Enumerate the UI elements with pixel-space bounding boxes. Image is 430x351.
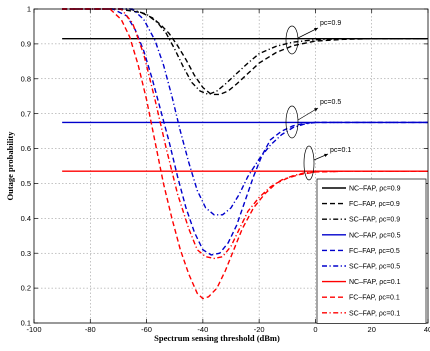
legend-box bbox=[316, 178, 427, 324]
series-line-6 bbox=[62, 8, 428, 216]
legend-label: SC–FAP, ρc=0.1 bbox=[349, 310, 400, 317]
annotations: pc=0.9 pc=0.5 pc=0.1 bbox=[285, 20, 351, 181]
y-tick-label: 0.7 bbox=[21, 109, 31, 118]
annotation-label: pc=0.9 bbox=[320, 20, 341, 27]
x-tick-label: -20 bbox=[254, 325, 265, 334]
legend-label: FC–FAP, ρc=0.1 bbox=[349, 295, 400, 302]
x-tick-label: -80 bbox=[85, 325, 96, 334]
y-tick-label: 0.5 bbox=[21, 179, 31, 188]
legend-label: FC–FAP, ρc=0.9 bbox=[349, 201, 400, 208]
series-line-9 bbox=[62, 8, 428, 260]
arrow-head bbox=[314, 108, 318, 112]
legend-label: SC–FAP, ρc=0.9 bbox=[349, 217, 400, 224]
legend-label: NC–FAP, ρc=0.1 bbox=[349, 279, 401, 286]
annotation-label: pc=0.1 bbox=[330, 147, 351, 154]
annotation-ellipse bbox=[285, 105, 299, 139]
y-tick-label: 1 bbox=[27, 5, 31, 14]
x-tick-label: -100 bbox=[26, 325, 41, 334]
ticks: -100 -80 -60 -40 -20 0 20 40 0.1 0.2 0.3 0.4 0.5 0.6 0… bbox=[21, 5, 430, 334]
y-axis-title: Outage probability bbox=[5, 131, 15, 201]
annotation-ellipse bbox=[285, 25, 299, 55]
axes-frame bbox=[33, 8, 429, 324]
y-tick-label: 0.2 bbox=[21, 284, 31, 293]
y-tick-label: 0.6 bbox=[21, 144, 31, 153]
legend-label: NC–FAP, ρc=0.5 bbox=[349, 232, 401, 239]
legend-label: FC–FAP, ρc=0.5 bbox=[349, 248, 400, 255]
series-line-8 bbox=[62, 8, 428, 300]
y-tick-label: 0.4 bbox=[21, 214, 31, 223]
x-tick-label: 20 bbox=[368, 325, 376, 334]
y-tick-label: 0.3 bbox=[21, 249, 31, 258]
legend: NC–FAP, ρc=0.9 FC–FAP, ρc=0.9 SC–FAP, ρc=0… bbox=[316, 178, 427, 324]
annotation-arrow bbox=[297, 107, 319, 121]
annotation-ellipse bbox=[303, 145, 315, 181]
y-tick-label: 0.8 bbox=[21, 74, 31, 83]
y-tick-label: 0.1 bbox=[21, 319, 31, 328]
series-line-5 bbox=[62, 8, 428, 256]
x-tick-label: -60 bbox=[141, 325, 152, 334]
series-line-3 bbox=[62, 8, 428, 96]
annotation-arrow bbox=[297, 27, 319, 39]
legend-label: NC–FAP, ρc=0.9 bbox=[349, 186, 401, 193]
x-tick-label: -40 bbox=[197, 325, 208, 334]
arrow-head bbox=[314, 28, 318, 32]
x-tick-label: 0 bbox=[313, 325, 317, 334]
arrow-head bbox=[324, 153, 328, 158]
series-group bbox=[62, 8, 428, 300]
x-tick-label: 40 bbox=[424, 325, 430, 334]
x-axis-title: Spectrum sensing threshold (dBm) bbox=[154, 333, 280, 343]
annotation-label: pc=0.5 bbox=[320, 99, 341, 106]
legend-label: SC–FAP, ρc=0.5 bbox=[349, 264, 400, 271]
y-tick-label: 0.9 bbox=[21, 39, 31, 48]
